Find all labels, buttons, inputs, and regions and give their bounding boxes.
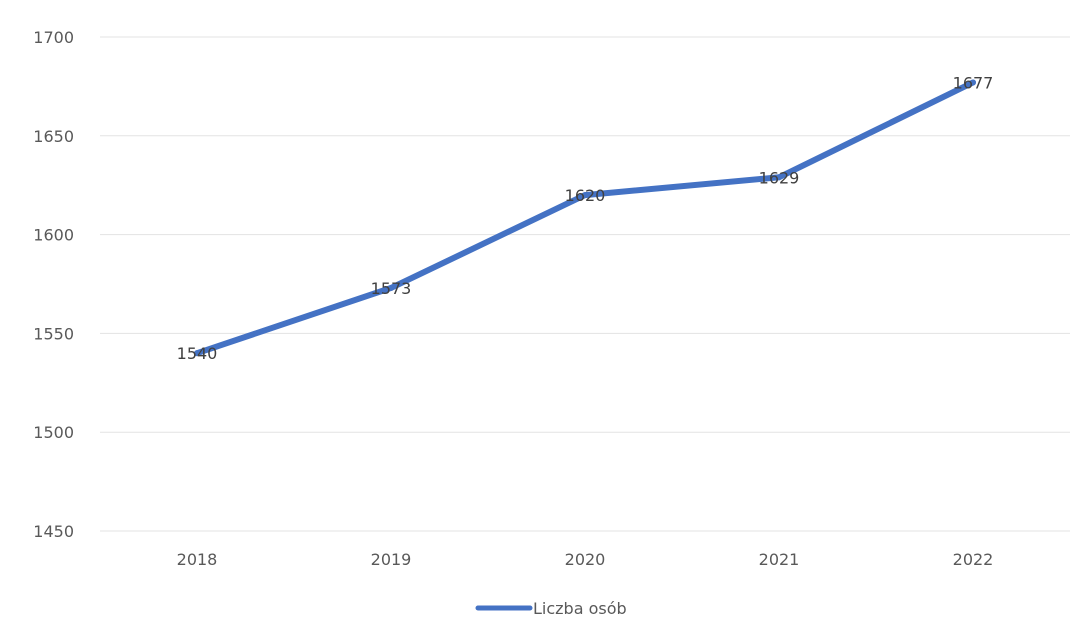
series-line <box>194 79 976 357</box>
x-tick-label: 2020 <box>565 550 606 569</box>
x-tick-label: 2022 <box>953 550 994 569</box>
x-tick-label: 2019 <box>371 550 412 569</box>
y-axis-ticks: 1450 1500 1550 1600 1650 1700 <box>33 28 74 541</box>
y-tick-label: 1450 <box>33 522 74 541</box>
series-lines <box>194 79 976 357</box>
data-label: 1629 <box>759 168 800 187</box>
data-point <box>388 284 394 291</box>
data-label: 1540 <box>177 344 218 363</box>
legend: Liczba osób <box>475 599 627 618</box>
data-point <box>582 192 588 199</box>
y-tick-label: 1500 <box>33 423 74 442</box>
x-axis-ticks: 2018 2019 2020 2021 2022 <box>177 550 994 569</box>
x-tick-label: 2018 <box>177 550 218 569</box>
y-tick-label: 1650 <box>33 127 74 146</box>
legend-label: Liczba osób <box>533 599 627 618</box>
y-tick-label: 1600 <box>33 226 74 245</box>
y-tick-label: 1700 <box>33 28 74 47</box>
data-labels: 1540 1573 1620 1629 1677 <box>177 73 994 363</box>
x-tick-label: 2021 <box>759 550 800 569</box>
data-point <box>970 79 976 86</box>
data-label: 1677 <box>953 73 994 92</box>
data-label: 1620 <box>565 186 606 205</box>
data-point <box>194 350 200 357</box>
data-point <box>776 174 782 181</box>
y-tick-label: 1550 <box>33 324 74 343</box>
data-label: 1573 <box>371 279 412 298</box>
gridlines <box>100 36 1070 532</box>
